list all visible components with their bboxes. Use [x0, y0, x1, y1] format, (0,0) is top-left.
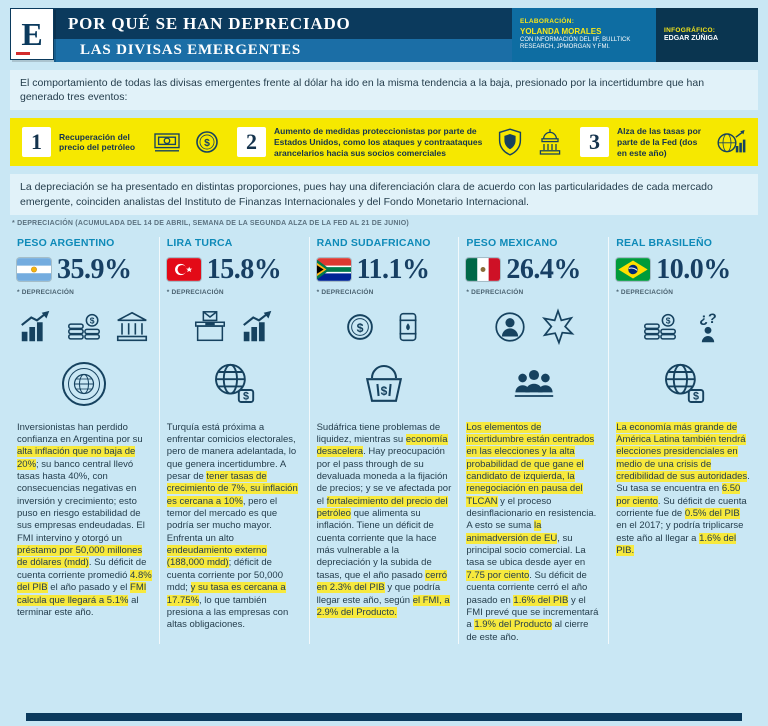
growth-chart-icon — [17, 308, 55, 346]
depreciation-label: * DEPRECIACIÓN — [466, 288, 524, 296]
event-2-text: Aumento de medidas proteccionistas por p… — [274, 126, 483, 158]
currency-name: PESO MEXICANO — [466, 236, 558, 249]
icon-cluster-mexico — [466, 296, 601, 420]
shield-icon — [494, 126, 526, 158]
footer-bar — [26, 713, 742, 721]
bank-icon — [113, 308, 151, 346]
globe-chart-icon — [715, 126, 747, 158]
title-block: POR QUÉ SE HAN DEPRECIADO LAS DIVISAS EM… — [54, 8, 512, 62]
elaboracion-name: YOLANDA MORALES — [520, 26, 602, 36]
bar-chart-icon — [239, 308, 277, 346]
dollar-coin-icon — [191, 126, 223, 158]
flag-sudafrica-icon — [316, 258, 351, 282]
question-person-icon — [689, 308, 727, 346]
icon-cluster-argentina — [17, 296, 152, 420]
event-3-number: 3 — [580, 127, 609, 158]
intro-paragraph: El comportamiento de todas las divisas e… — [10, 70, 758, 111]
currency-description: Sudáfrica tiene problemas de liquidez, m… — [316, 421, 452, 618]
currency-description: Los elementos de incertidumbre están cen… — [466, 421, 599, 643]
event-1-text: Recuperación del precio del petróleo — [59, 131, 136, 153]
depreciation-percent: 10.0% — [656, 253, 731, 285]
event-1: 1 Recuperación del precio del petróleo — [22, 126, 223, 158]
event-3-text: Alza de las tasas por parte de la Fed (d… — [617, 126, 702, 158]
person-icon — [491, 308, 529, 346]
header: E POR QUÉ SE HAN DEPRECIADO LAS DIVISAS … — [10, 8, 758, 62]
depreciation-percent: 11.1% — [356, 253, 430, 285]
icon-cluster-brasil — [616, 296, 751, 420]
coins-icon — [641, 308, 679, 346]
flag-turquia-icon — [166, 258, 201, 282]
column-peso-argentino: PESO ARGENTINO 35.9% * DEPRECIACIÓN Inve… — [10, 237, 159, 644]
infografico-label: INFOGRÁFICO: — [664, 26, 716, 34]
column-lira-turca: LIRA TURCA 15.8% * DEPRECIACIÓN Turquía … — [158, 236, 309, 644]
flag-mexico-icon — [466, 258, 501, 282]
depreciation-percent: 26.4% — [506, 253, 581, 285]
depreciation-percent: 15.8% — [206, 253, 282, 285]
body-paragraph: La depreciación se ha presentado en dist… — [10, 174, 758, 215]
ballot-box-icon — [191, 308, 229, 346]
currency-description: Turquía está próxima a enfrentar comicio… — [166, 421, 298, 631]
currency-name: RAND SUDAFRICANO — [316, 236, 431, 249]
bills-icon — [151, 126, 183, 158]
globe-dollar-icon — [210, 360, 258, 408]
icon-cluster-turquia — [167, 296, 302, 420]
footnote: * DEPRECIACIÓN (ACUMULADA DEL 14 DE ABRI… — [12, 219, 409, 227]
event-2-number: 2 — [237, 127, 266, 158]
capitol-icon — [534, 126, 566, 158]
currency-description: La economía más grande de América Latina… — [616, 421, 750, 557]
currency-description: Inversionistas han perdido confianza en … — [17, 421, 152, 618]
market-basket-icon — [360, 360, 408, 408]
column-real-brasileno: REAL BRASILEÑO 10.0% * DEPRECIACIÓN La e… — [608, 236, 758, 644]
coins-icon — [65, 308, 103, 346]
title-line-1: POR QUÉ SE HAN DEPRECIADO — [54, 8, 512, 39]
el-economista-logo: E — [10, 8, 54, 60]
flag-brasil-icon — [616, 258, 651, 282]
icon-cluster-sudafrica — [317, 296, 452, 420]
event-1-number: 1 — [22, 127, 51, 158]
depreciation-percent: 35.9% — [57, 253, 132, 285]
currency-name: PESO ARGENTINO — [17, 236, 115, 249]
currency-name: LIRA TURCA — [166, 236, 233, 249]
flag-argentina-icon — [17, 258, 51, 282]
title-line-2: LAS DIVISAS EMERGENTES — [54, 39, 512, 62]
dollar-coin-icon — [341, 308, 379, 346]
depreciation-label: * DEPRECIACIÓN — [17, 288, 74, 296]
column-peso-mexicano: PESO MEXICANO 26.4% * DEPRECIACIÓN Los e… — [458, 236, 608, 644]
depreciation-label: * DEPRECIACIÓN — [166, 288, 224, 296]
people-group-icon — [510, 360, 558, 408]
credit-infografico: INFOGRÁFICO: EDGAR ZÚÑIGA — [656, 8, 758, 62]
globe-dollar-icon — [660, 360, 708, 408]
infografico-name: EDGAR ZÚÑIGA — [664, 34, 719, 42]
oil-barrel-icon — [389, 308, 427, 346]
elaboracion-detail: CON INFORMACIÓN DEL IIF, BULLTICK RESEAR… — [520, 36, 631, 51]
events-banner: 1 Recuperación del precio del petróleo 2… — [10, 118, 758, 167]
imf-seal-icon — [60, 360, 108, 408]
currency-name: REAL BRASILEÑO — [616, 236, 713, 249]
event-2: 2 Aumento de medidas proteccionistas por… — [237, 126, 566, 158]
elaboracion-label: ELABORACIÓN: — [520, 18, 575, 26]
credit-elaboracion: ELABORACIÓN: YOLANDA MORALES CON INFORMA… — [512, 8, 656, 62]
depreciation-label: * DEPRECIACIÓN — [316, 288, 374, 296]
currency-columns: PESO ARGENTINO 35.9% * DEPRECIACIÓN Inve… — [10, 236, 758, 644]
column-rand-sudafricano: RAND SUDAFRICANO 11.1% * DEPRECIACIÓN Su… — [308, 236, 459, 644]
starburst-icon — [539, 308, 577, 346]
depreciation-label: * DEPRECIACIÓN — [616, 288, 674, 296]
event-3: 3 Alza de las tasas por parte de la Fed … — [580, 126, 747, 158]
